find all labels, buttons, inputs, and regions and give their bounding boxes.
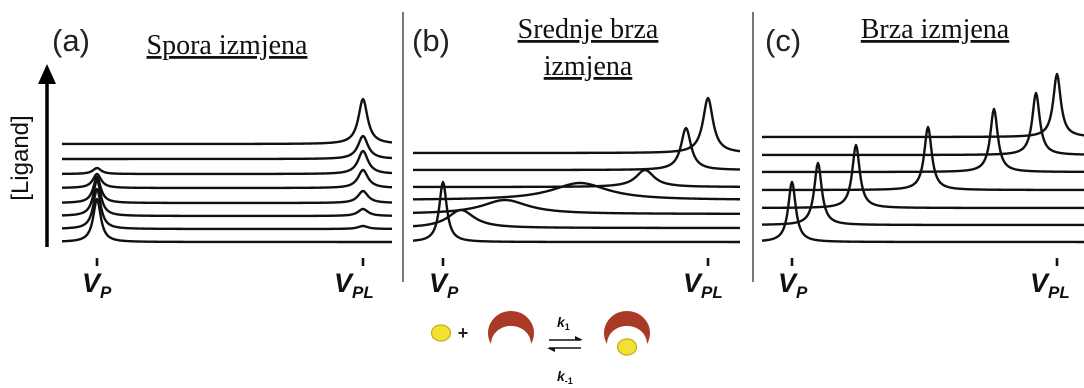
panel-c-trace-2 (761, 161, 1084, 227)
panel-b-trace-3 (412, 198, 741, 215)
panel-b-trace-6 (412, 126, 741, 172)
panel-c-trace-4 (761, 125, 1084, 192)
panel-c-title: Brza izmjena (861, 14, 1010, 45)
free-ligand-icon (430, 324, 452, 342)
panel-a-trace-6 (61, 149, 393, 176)
panel-a-vpl-label: VPL (334, 268, 374, 302)
panel-b-trace-1 (412, 180, 741, 244)
panel-a-trace-8 (61, 97, 393, 146)
panel-b-trace-2 (412, 208, 741, 230)
panel-b-vpl-label: VPL (683, 268, 723, 302)
panel-c-vp-label: VP (778, 268, 808, 302)
panel-a-trace-4 (61, 175, 393, 205)
panel-b-spectra (412, 96, 741, 244)
binding-scheme: + k1 k-1 (430, 311, 651, 386)
panel-b-title-line-2: izmjena (544, 51, 633, 82)
panel-c-trace-5 (761, 107, 1084, 174)
panel-c-trace-1 (761, 180, 1084, 244)
y-axis-label: [Ligand] (7, 115, 34, 200)
panel-c-vpl-label: VPL (1030, 268, 1070, 302)
panel-c-trace-3 (761, 143, 1084, 210)
panel-b-trace-7 (412, 96, 741, 155)
panel-a-letter: (a) (52, 23, 90, 58)
panel-a-trace-2 (61, 187, 393, 231)
panel-a-title: Spora izmjena (147, 30, 309, 61)
panel-b-title-line-1: Srednje brza (518, 14, 659, 45)
panel-a-trace-7 (61, 134, 393, 161)
panel-b-trace-5 (412, 168, 741, 189)
free-protein-icon (487, 311, 535, 344)
plus-sign: + (458, 323, 469, 343)
panel-a-trace-3 (61, 178, 393, 218)
panel-c-trace-6 (761, 91, 1084, 157)
panel-b-vp-label: VP (429, 268, 459, 302)
panel-a-vp-label: VP (82, 268, 112, 302)
bound-ligand-icon (616, 338, 638, 356)
panel-c-trace-7 (761, 72, 1084, 139)
panel-c-letter: (c) (765, 23, 801, 58)
equilibrium-arrows (547, 336, 583, 352)
k-forward-label: k1 (557, 314, 570, 332)
panel-b-letter: (b) (412, 23, 450, 58)
k-reverse-label: k-1 (557, 368, 573, 386)
ligand-axis-arrow (38, 64, 56, 247)
panel-c-spectra (761, 72, 1084, 244)
panel-b-trace-4 (412, 181, 741, 201)
panel-a-trace-5 (61, 168, 393, 190)
panel-a-trace-1 (61, 197, 393, 244)
panel-a-spectra (61, 97, 393, 244)
bound-protein-icon (603, 311, 651, 344)
